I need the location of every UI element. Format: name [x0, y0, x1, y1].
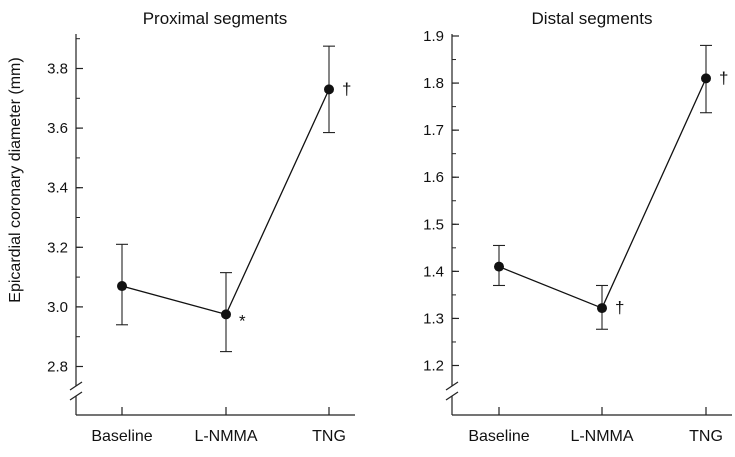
data-point	[701, 73, 711, 84]
y-tick-label: 1.9	[423, 28, 444, 45]
x-tick-label: L-NMMA	[570, 428, 633, 445]
panel-title-proximal: Proximal segments	[143, 9, 288, 28]
y-axis-label: Epicardial coronary diameter (mm)	[7, 57, 24, 302]
axis-break-mark	[69, 391, 83, 401]
x-tick-label: Baseline	[91, 428, 152, 445]
y-tick-label: 3.0	[47, 299, 68, 316]
panel-title-distal: Distal segments	[532, 9, 653, 28]
y-tick-label: 3.2	[47, 239, 68, 256]
y-tick-label: 1.5	[423, 216, 444, 233]
series-line	[498, 78, 707, 309]
y-tick-label: 1.7	[423, 122, 444, 139]
x-tick-label: TNG	[312, 428, 346, 445]
data-point	[117, 281, 127, 292]
data-point	[221, 309, 231, 320]
y-tick-label: 1.4	[423, 263, 444, 280]
y-tick-label: 1.3	[423, 310, 444, 327]
panel-proximal: Proximal segments 2.8 3.0 3.2 3.4 3.6 3.8 Base…	[47, 9, 355, 445]
axis-break-mark	[445, 381, 459, 391]
y-tick-label: 3.8	[47, 61, 68, 78]
x-tick-label: L-NMMA	[194, 428, 257, 445]
axis-break-mark	[69, 381, 83, 391]
data-point	[597, 303, 607, 314]
y-tick-label: 3.6	[47, 120, 68, 137]
significance-marker: *	[239, 311, 246, 330]
significance-marker: †	[719, 68, 728, 87]
y-tick-label: 2.8	[47, 359, 68, 376]
significance-marker: †	[342, 79, 351, 98]
x-tick-label: TNG	[689, 428, 723, 445]
data-point	[494, 261, 504, 272]
y-tick-label: 1.2	[423, 358, 444, 375]
y-tick-label: 3.4	[47, 180, 68, 197]
x-tick-label: Baseline	[468, 428, 529, 445]
axis-break-mark	[445, 391, 459, 401]
y-tick-label: 1.6	[423, 169, 444, 186]
data-point	[324, 84, 334, 95]
significance-marker: †	[615, 298, 624, 317]
panel-distal: Distal segments 1.2 1.3 1.4 1.5 1.6 1.7 1.8 1.9…	[423, 9, 732, 445]
y-tick-label: 1.8	[423, 75, 444, 92]
